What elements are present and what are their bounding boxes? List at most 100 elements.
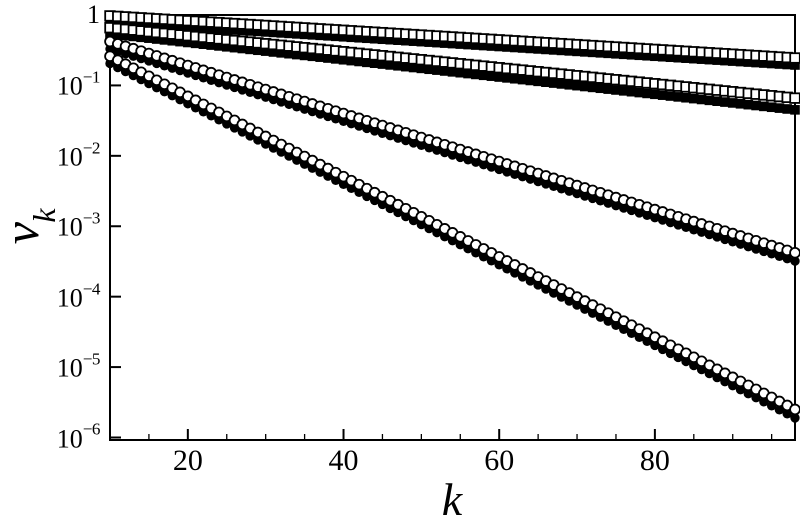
filled-circle-marker xyxy=(766,249,777,259)
filled-square-marker xyxy=(572,46,582,57)
filled-square-marker xyxy=(268,47,279,57)
open-circle-marker xyxy=(789,403,800,416)
filled-circle-marker xyxy=(408,138,419,148)
filled-square-marker xyxy=(533,76,543,87)
filled-circle-marker xyxy=(416,140,427,151)
x-axis-label: k xyxy=(441,474,463,525)
filled-square-marker xyxy=(751,57,761,68)
filled-circle-marker xyxy=(393,133,403,143)
filled-circle-marker xyxy=(494,164,504,175)
filled-circle-marker xyxy=(626,205,637,216)
filled-square-marker xyxy=(689,93,699,104)
filled-square-marker xyxy=(206,40,216,50)
filled-square-marker xyxy=(307,30,318,40)
open-circle-marker xyxy=(789,246,800,259)
filled-square-marker xyxy=(665,91,676,101)
filled-square-marker xyxy=(634,87,645,98)
filled-square-marker xyxy=(634,50,645,61)
filled-square-marker xyxy=(463,68,473,79)
filled-square-marker xyxy=(447,38,458,49)
y-tick-label: 10−3 xyxy=(56,208,101,242)
filled-square-marker xyxy=(299,50,310,61)
filled-square-marker xyxy=(541,44,551,55)
filled-square-marker xyxy=(183,22,193,32)
filled-square-marker xyxy=(533,44,543,54)
filled-square-marker xyxy=(276,48,287,58)
filled-circle-marker xyxy=(743,241,753,252)
filled-square-marker xyxy=(330,54,341,64)
filled-square-marker xyxy=(494,41,505,52)
filled-circle-marker xyxy=(323,111,333,122)
filled-square-marker xyxy=(128,31,139,42)
filled-square-marker xyxy=(751,100,761,111)
filled-square-marker xyxy=(603,84,613,94)
filled-square-marker xyxy=(346,32,357,43)
filled-square-marker xyxy=(541,77,551,88)
filled-square-marker xyxy=(743,99,754,110)
filled-square-marker xyxy=(214,41,224,51)
x-axis-ticks xyxy=(148,429,773,440)
filled-circle-marker xyxy=(440,147,450,158)
filled-square-marker xyxy=(665,52,676,63)
filled-square-marker xyxy=(564,46,575,56)
filled-circle-marker xyxy=(728,237,738,247)
filled-square-marker xyxy=(315,52,325,62)
filled-square-marker xyxy=(385,60,396,70)
filled-square-marker xyxy=(159,20,170,31)
filled-square-marker xyxy=(245,26,255,36)
filled-circle-marker xyxy=(541,179,551,189)
filled-circle-marker xyxy=(587,193,598,204)
filled-square-marker xyxy=(712,55,722,65)
filled-circle-marker xyxy=(455,152,465,163)
filled-circle-marker xyxy=(447,150,458,160)
x-tick-label: 60 xyxy=(484,444,515,477)
filled-square-marker xyxy=(618,86,629,96)
filled-square-marker xyxy=(556,45,567,56)
filled-square-marker xyxy=(626,49,637,60)
filled-square-marker xyxy=(385,34,396,45)
filled-square-marker xyxy=(245,44,255,55)
filled-square-marker xyxy=(782,59,793,70)
filled-circle-marker xyxy=(401,135,411,146)
filled-square-marker xyxy=(704,95,715,106)
filled-circle-marker xyxy=(774,251,785,261)
filled-square-marker xyxy=(517,43,528,53)
filled-circle-marker xyxy=(650,212,660,223)
filled-square-marker xyxy=(463,39,473,50)
filled-square-marker xyxy=(400,61,411,72)
filled-square-marker xyxy=(136,19,146,29)
series-pair4-open-circles xyxy=(104,50,800,416)
filled-circle-marker xyxy=(548,181,559,192)
filled-square-marker xyxy=(432,37,442,48)
filled-square-marker xyxy=(112,17,123,28)
filled-square-marker xyxy=(572,80,582,91)
filled-square-marker xyxy=(424,64,434,75)
filled-square-marker xyxy=(190,38,201,49)
filled-square-marker xyxy=(611,49,621,59)
filled-square-marker xyxy=(120,30,131,41)
filled-square-marker xyxy=(292,29,302,39)
filled-square-marker xyxy=(315,30,325,41)
filled-circle-marker xyxy=(471,157,481,167)
filled-square-marker xyxy=(587,47,598,58)
filled-square-marker xyxy=(284,28,294,39)
filled-circle-marker xyxy=(790,413,800,423)
filled-square-marker xyxy=(439,66,450,76)
filled-circle-marker xyxy=(307,106,318,117)
filled-square-marker xyxy=(237,25,248,36)
filled-square-marker xyxy=(105,29,115,39)
filled-square-marker xyxy=(307,51,318,62)
filled-square-marker xyxy=(190,22,201,33)
filled-square-marker xyxy=(704,54,715,65)
filled-square-marker xyxy=(299,29,310,40)
filled-square-marker xyxy=(338,54,349,65)
filled-circle-marker xyxy=(424,143,434,153)
filled-circle-marker xyxy=(580,191,590,201)
filled-square-marker xyxy=(221,24,232,35)
filled-square-marker xyxy=(253,26,263,37)
filled-circle-marker xyxy=(673,220,683,230)
series-pair2-filled-squares xyxy=(105,29,800,115)
filled-square-marker xyxy=(151,34,162,44)
filled-circle-marker xyxy=(377,128,388,138)
